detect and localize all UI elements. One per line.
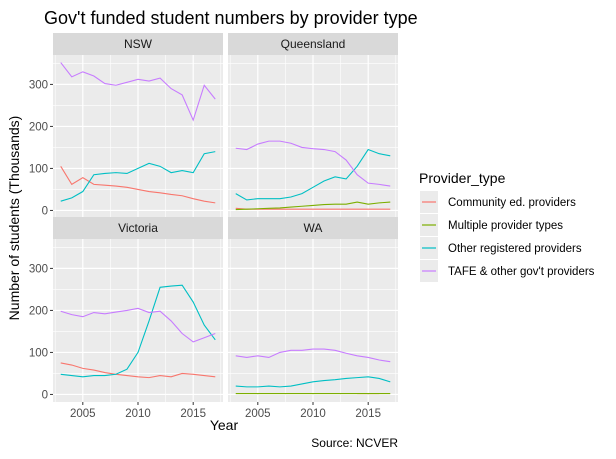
series-line-tafe-other-gov-t-providers: [60, 62, 216, 122]
x-tick-label: 2005: [70, 408, 96, 420]
series-line-tafe-other-gov-t-providers: [235, 140, 391, 187]
y-axis-title: Number of students (Thousands): [6, 116, 22, 321]
series-line-community-ed-providers: [60, 362, 216, 379]
y-tick-label: 200: [29, 121, 48, 133]
panel-wa: WA 2005 2010 2015: [228, 217, 398, 420]
x-tick-label: 2015: [355, 408, 381, 420]
strip-queensland: [228, 33, 398, 55]
strip-label-nsw: NSW: [124, 37, 153, 51]
x-axis-title: Year: [210, 417, 239, 433]
legend: Provider_type Community ed. providers Mul…: [419, 170, 595, 282]
strip-label-victoria: Victoria: [118, 221, 158, 235]
y-tick-label: 100: [29, 347, 48, 359]
chart-title: Gov't funded student numbers by provider…: [44, 8, 418, 28]
series-line-other-registered-providers: [60, 151, 216, 202]
caption: Source: NCVER: [311, 436, 398, 450]
panel-nsw: NSW 0 100 200 300: [29, 33, 223, 218]
strip-victoria: [53, 217, 223, 239]
y-tick-label: 0: [42, 205, 48, 217]
strip-label-queensland: Queensland: [281, 37, 346, 51]
facet-panels: NSW 0 100 200 300 Queensland Victoria 0 100 200 30…: [29, 33, 398, 420]
y-tick-label: 300: [29, 79, 48, 91]
legend-label-tafe-other-gov-t-providers: TAFE & other gov't providers: [448, 266, 595, 278]
series-line-other-registered-providers: [60, 284, 216, 378]
y-tick-label: 0: [42, 389, 48, 401]
legend-label-community-ed-providers: Community ed. providers: [448, 197, 576, 209]
y-tick-label: 300: [29, 263, 48, 275]
strip-nsw: [53, 33, 223, 55]
legend-label-other-registered-providers: Other registered providers: [448, 243, 582, 255]
y-tick-label: 200: [29, 305, 48, 317]
x-tick-label: 2010: [300, 408, 326, 420]
strip-label-wa: WA: [304, 221, 323, 235]
series-line-other-registered-providers: [235, 376, 391, 388]
x-tick-label: 2010: [125, 408, 151, 420]
panel-queensland: Queensland: [228, 33, 398, 218]
x-tick-label: 2005: [245, 408, 271, 420]
series-line-tafe-other-gov-t-providers: [60, 307, 216, 343]
strip-wa: [228, 217, 398, 239]
legend-label-multiple-provider-types: Multiple provider types: [448, 220, 563, 232]
series-line-community-ed-providers: [235, 207, 391, 210]
y-tick-label: 100: [29, 163, 48, 175]
series-line-other-registered-providers: [235, 148, 391, 201]
panel-victoria: Victoria 0 100 200 300 2005 2010 2015: [29, 217, 223, 420]
series-line-community-ed-providers: [60, 166, 216, 204]
legend-title: Provider_type: [419, 170, 506, 186]
x-tick-label: 2015: [180, 408, 206, 420]
series-line-multiple-provider-types: [235, 201, 391, 211]
series-line-tafe-other-gov-t-providers: [235, 348, 391, 363]
